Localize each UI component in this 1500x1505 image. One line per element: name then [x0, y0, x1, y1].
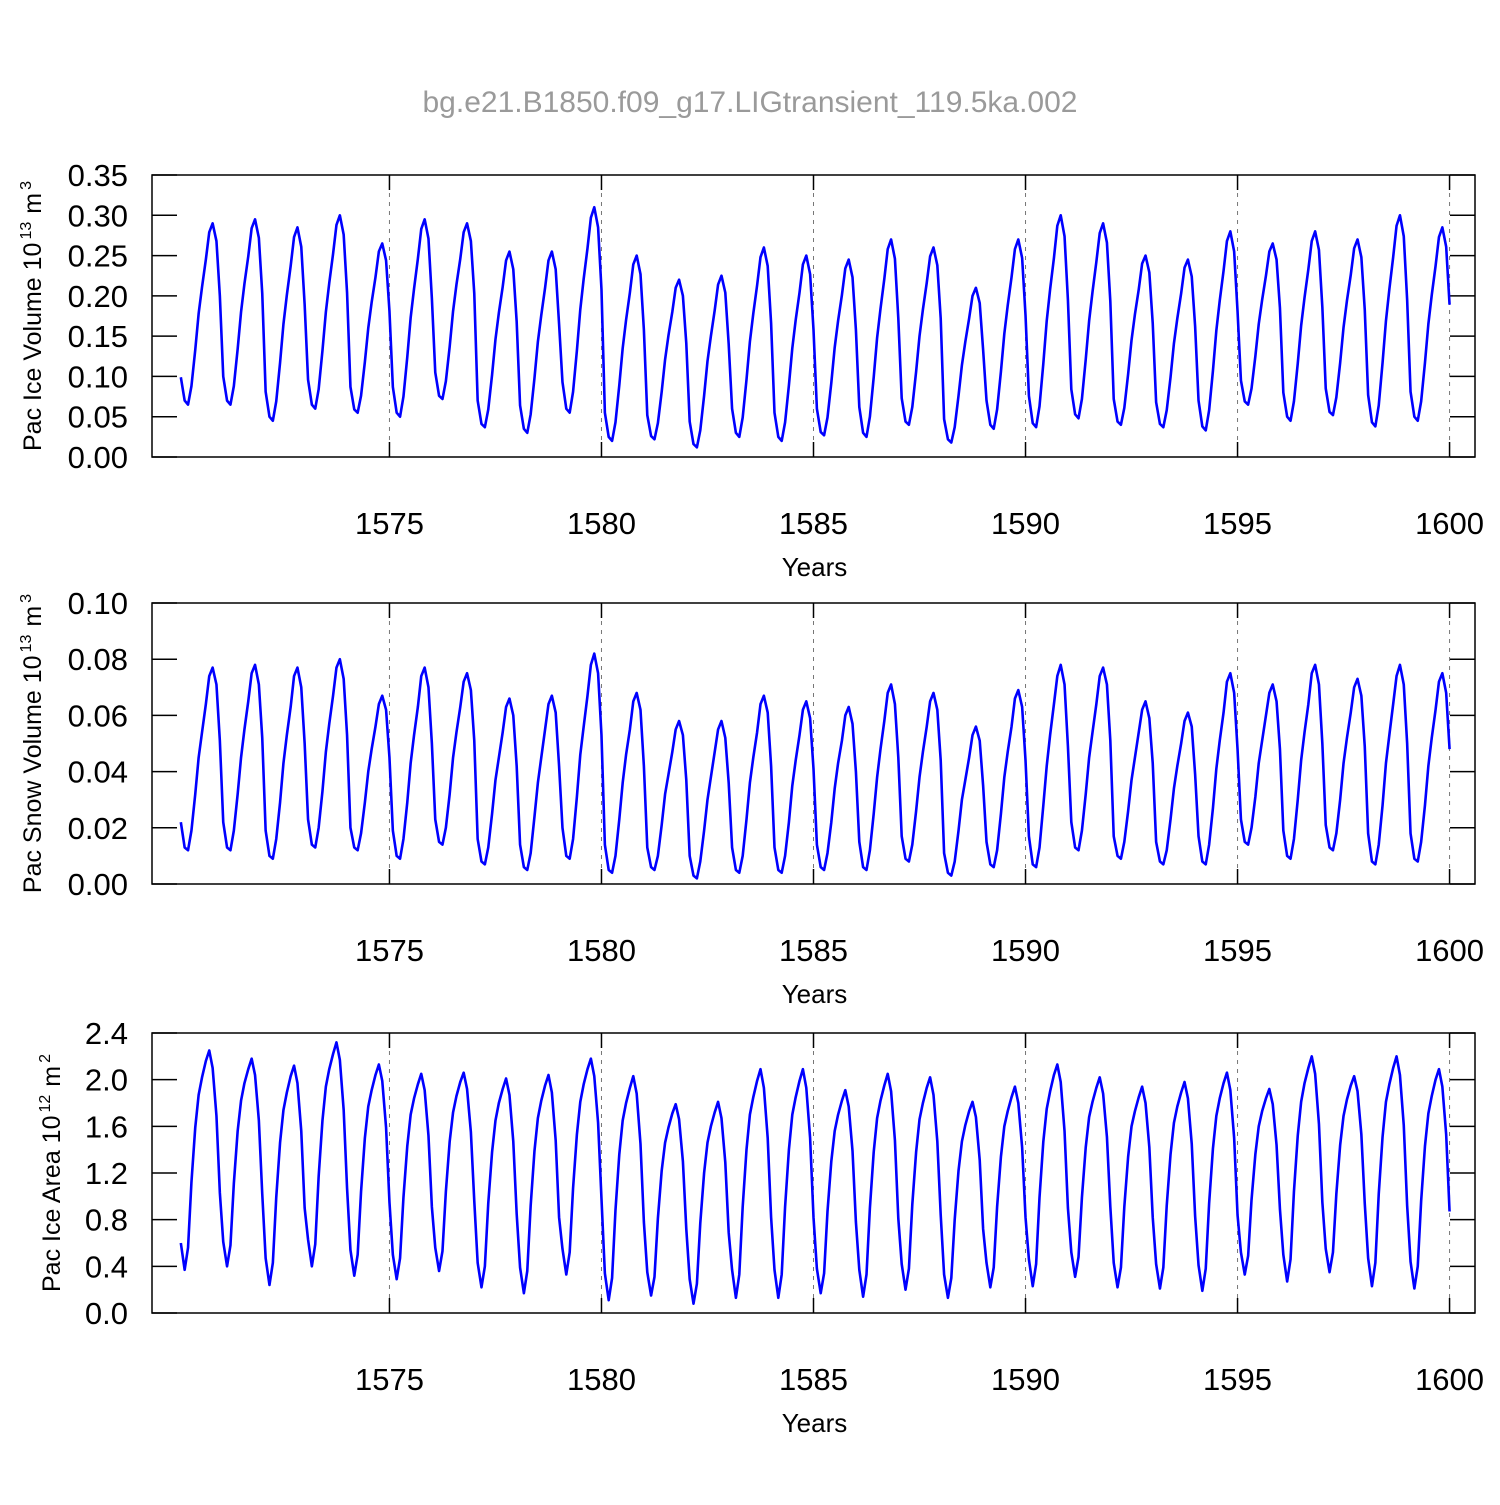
y-tick-label: 0.20: [68, 279, 128, 314]
data-line: [179, 205, 1451, 449]
x-tick-label: 1590: [991, 1362, 1060, 1397]
y-axis-title: Pac Ice Volume 10 13 m 3: [18, 181, 47, 451]
y-tick-label: 0.25: [68, 239, 128, 274]
x-tick-label: 1580: [567, 933, 636, 968]
x-tick-label: 1585: [779, 1362, 848, 1397]
y-tick-label: 0.10: [68, 586, 128, 621]
x-tick-label: 1600: [1415, 1362, 1484, 1397]
x-axis-title: Years: [782, 979, 848, 1009]
y-axis-title-text: Pac Ice Area 10: [38, 1116, 66, 1293]
data-line: [179, 1041, 1451, 1305]
data-line: [179, 652, 1451, 880]
y-axis-title-text: Pac Snow Volume 10: [19, 655, 47, 893]
y-axis-title-unit: m: [19, 606, 47, 627]
y-tick-label: 0.08: [68, 642, 128, 677]
y-tick-label: 0.35: [68, 158, 128, 193]
plot-frame: [151, 602, 1476, 885]
x-tick-label: 1595: [1203, 1362, 1272, 1397]
x-tick-label: 1600: [1415, 506, 1484, 541]
y-tick-label: 0.00: [68, 867, 128, 902]
x-axis-title: Years: [782, 1408, 848, 1438]
x-tick-label: 1590: [991, 933, 1060, 968]
y-axis-title-exp: 12: [37, 1095, 54, 1113]
y-axis-title-unit: m: [19, 193, 47, 214]
y-axis-title-exp: 13: [18, 635, 35, 653]
y-axis-title-unit-exp: 3: [18, 594, 35, 603]
y-tick-label: 0.30: [68, 198, 128, 233]
plot-frame: [151, 174, 1476, 458]
y-axis-title: Pac Snow Volume 10 13 m 3: [18, 594, 47, 893]
y-axis-title-unit-exp: 3: [18, 181, 35, 190]
y-tick-label: 0.10: [68, 359, 128, 394]
y-tick-label: 0.8: [85, 1203, 128, 1238]
x-tick-label: 1590: [991, 506, 1060, 541]
y-tick-label: 0.04: [68, 755, 128, 790]
y-tick-label: 0.00: [68, 440, 128, 475]
x-tick-label: 1585: [779, 506, 848, 541]
y-tick-label: 0.15: [68, 319, 128, 354]
x-tick-label: 1575: [355, 1362, 424, 1397]
y-tick-label: 2.0: [85, 1063, 128, 1098]
plot-frame: [151, 1032, 1476, 1314]
y-tick-label: 0.4: [85, 1249, 128, 1284]
y-axis-title-text: Pac Ice Volume 10: [19, 243, 47, 451]
x-tick-label: 1575: [355, 933, 424, 968]
y-tick-label: 1.2: [85, 1156, 128, 1191]
y-tick-label: 0.0: [85, 1296, 128, 1331]
y-axis-title-unit: m: [38, 1066, 66, 1087]
x-axis-title: Years: [782, 552, 848, 582]
x-tick-label: 1595: [1203, 933, 1272, 968]
y-tick-label: 0.06: [68, 698, 128, 733]
y-tick-label: 2.4: [85, 1016, 128, 1051]
y-axis-title-unit-exp: 2: [37, 1054, 54, 1063]
x-tick-label: 1575: [355, 506, 424, 541]
chart-title: bg.e21.B1850.f09_g17.LIGtransient_119.5k…: [423, 86, 1078, 119]
x-tick-label: 1585: [779, 933, 848, 968]
x-tick-label: 1600: [1415, 933, 1484, 968]
x-tick-label: 1580: [567, 506, 636, 541]
y-axis-title-exp: 13: [18, 222, 35, 240]
x-tick-label: 1580: [567, 1362, 636, 1397]
y-tick-label: 0.02: [68, 811, 128, 846]
y-tick-label: 1.6: [85, 1109, 128, 1144]
x-tick-label: 1595: [1203, 506, 1272, 541]
y-tick-label: 0.05: [68, 400, 128, 435]
y-axis-title: Pac Ice Area 10 12 m 2: [37, 1054, 66, 1292]
